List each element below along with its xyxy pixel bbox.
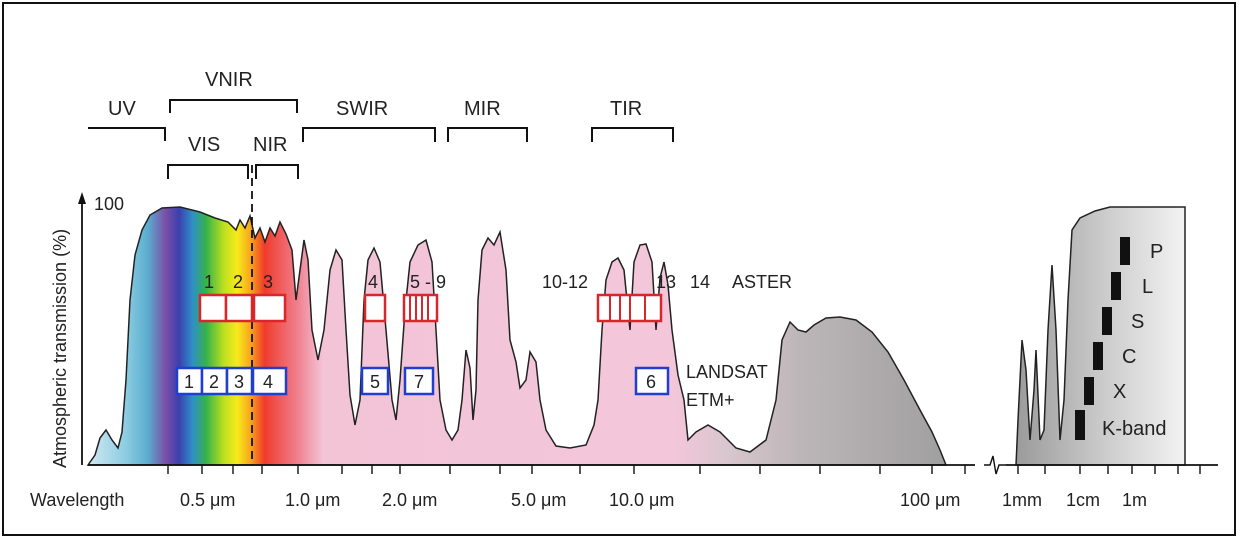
region-label-tir: TIR [610,98,642,120]
aster-band-dividers [409,295,646,321]
x-tick-label: 10.0 μm [609,490,674,510]
radar-band-bar-k [1075,410,1085,440]
landsat-band-box [634,366,670,396]
x-ticks-optical [167,465,966,474]
y-axis-label: Atmospheric transmission (%) [50,229,70,468]
y-axis-max-label: 100 [94,194,124,214]
x-tick-label: 0.5 μm [180,490,235,510]
aster-band-box [198,293,228,323]
landsat-band-label: 4 [263,372,273,392]
aster-band-box [363,293,387,323]
bracket-nir [255,164,299,179]
aster-band-label: 1 [204,272,214,292]
aster-band-label: 2 [233,272,243,292]
bracket-uv [88,127,166,141]
bracket-vnir [169,99,298,113]
y-axis-arrow [78,192,86,204]
landsat-bands [175,366,670,396]
landsat-band-box [251,366,288,396]
radar-band-bar-l [1111,272,1121,300]
radar-band-label: K-band [1102,418,1167,440]
region-label-mir: MIR [464,98,501,120]
aster-band-label: 14 [690,272,710,292]
region-label-vis: VIS [188,134,220,156]
landsat-band-label: 7 [414,372,424,392]
x-tick-label: 1.0 μm [285,490,340,510]
region-label-uv: UV [108,98,136,120]
radar-band-label: C [1122,346,1136,368]
axis-break-symbol [984,455,1006,475]
radar-band-bar-c [1093,342,1103,370]
bracket-swir [302,127,436,142]
landsat-band-label: 3 [234,372,244,392]
aster-band-box [402,293,439,323]
landsat-band-box [403,366,435,396]
landsat-sensor-name-line2: ETM+ [686,390,735,410]
landsat-band-label: 5 [370,372,380,392]
radar-band-label: S [1131,311,1144,333]
aster-band-label: 4 [368,272,378,292]
landsat-band-label: 2 [209,372,219,392]
landsat-band-box [360,366,390,396]
aster-bands [198,293,663,323]
x-tick-label: 5.0 μm [511,490,566,510]
bracket-vis [167,164,249,179]
radar-band-label: L [1142,276,1153,298]
radar-band-label: X [1113,381,1126,403]
radar-band-bars [1075,237,1130,440]
x-tick-label-radio: 1m [1122,490,1147,510]
radar-band-label: P [1150,241,1163,263]
landsat-band-label: 1 [184,372,194,392]
aster-band-label: 10-12 [542,272,588,292]
region-label-nir: NIR [253,134,287,156]
region-brackets [88,99,674,179]
radar-band-bar-s [1102,307,1112,335]
region-label-swir: SWIR [336,98,388,120]
x-tick-label: 2.0 μm [382,490,437,510]
aster-band-box [224,293,254,323]
radar-band-bar-x [1084,377,1094,405]
aster-band-label: 3 [263,272,273,292]
x-tick-label-radio: 1mm [1002,490,1042,510]
bracket-tir [591,127,674,142]
aster-sensor-name: ASTER [732,272,792,292]
aster-band-label: 13 [656,272,676,292]
landsat-sensor-name: LANDSAT [686,362,768,382]
x-ticks-radio [1017,465,1201,474]
transmission-curve-optical [86,206,948,466]
x-tick-label-radio: 1cm [1066,490,1100,510]
x-axis-label: Wavelength [30,490,124,510]
transmission-curve-radio [1015,206,1186,466]
x-tick-label: 100 μm [900,490,960,510]
aster-band-label: 5 - 9 [410,272,446,292]
landsat-band-label: 6 [646,372,656,392]
aster-band-box [252,293,287,323]
bracket-mir [447,127,528,142]
region-label-vnir: VNIR [205,69,253,91]
radar-band-bar-p [1120,237,1130,265]
